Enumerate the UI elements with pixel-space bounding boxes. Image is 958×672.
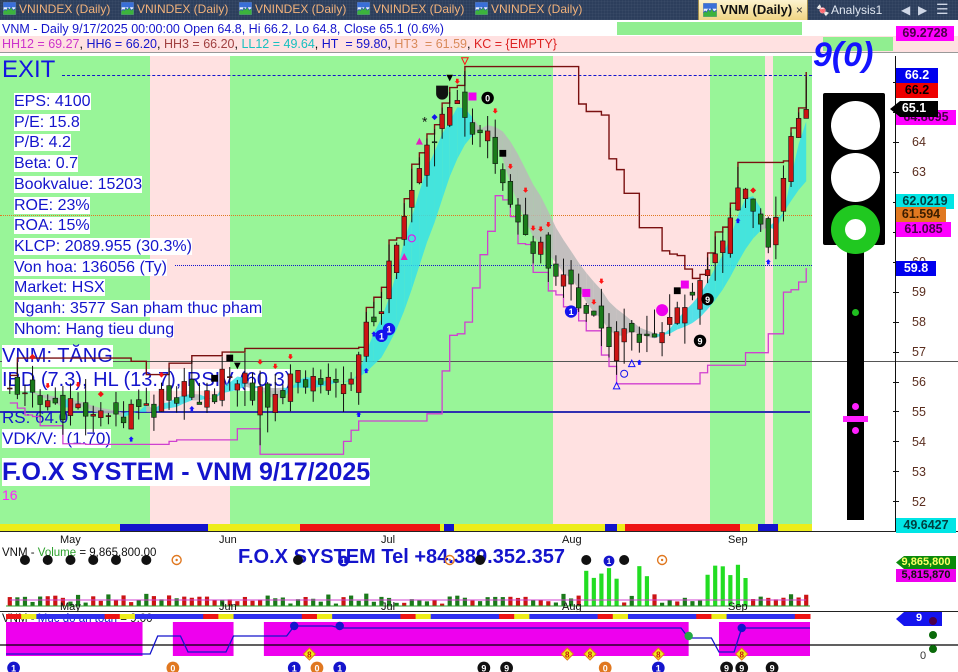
- svg-text:9: 9: [481, 664, 486, 672]
- svg-text:0: 0: [314, 664, 319, 672]
- svg-text:8: 8: [656, 651, 661, 660]
- svg-text:0: 0: [603, 664, 608, 672]
- svg-text:1: 1: [292, 664, 297, 672]
- svg-text:9: 9: [504, 664, 509, 672]
- svg-text:8: 8: [740, 651, 745, 660]
- svg-text:9: 9: [770, 664, 775, 672]
- svg-text:1: 1: [11, 664, 16, 672]
- svg-text:8: 8: [588, 651, 593, 660]
- svg-text:8: 8: [565, 651, 570, 660]
- svg-text:9: 9: [739, 664, 744, 672]
- svg-text:1: 1: [607, 557, 612, 566]
- svg-text:8: 8: [307, 651, 312, 660]
- svg-text:1: 1: [341, 557, 346, 566]
- svg-text:0: 0: [170, 664, 175, 672]
- svg-text:9: 9: [724, 664, 729, 672]
- svg-text:1: 1: [656, 664, 661, 672]
- svg-text:1: 1: [337, 664, 342, 672]
